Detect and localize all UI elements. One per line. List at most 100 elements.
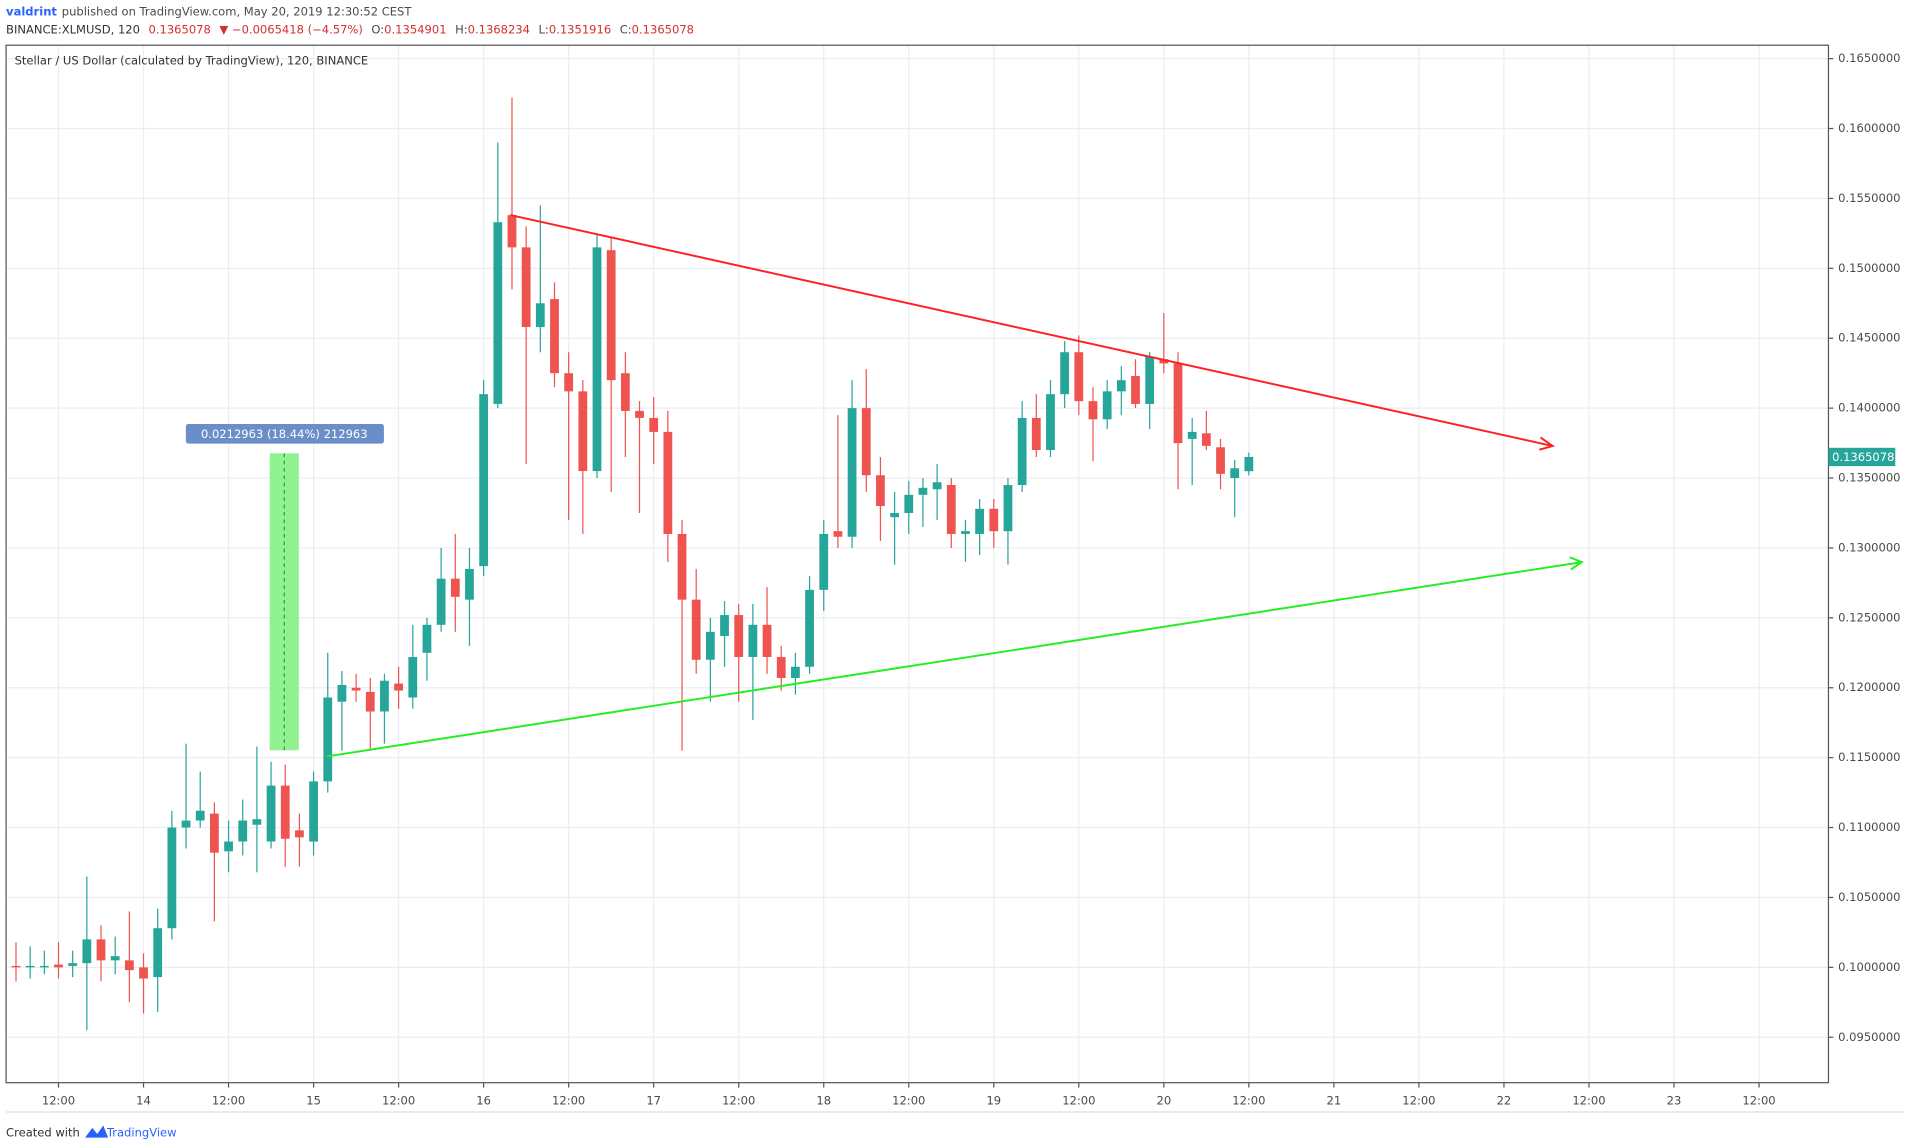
candle-body: [39, 965, 49, 968]
footer-created: Created with: [6, 1125, 80, 1139]
resistance-line: [510, 214, 1553, 447]
published: published on TradingView.com, May 20, 20…: [62, 5, 413, 19]
y-tick-label: 0.1400000: [1838, 401, 1900, 415]
candle-body: [791, 666, 800, 678]
grid: [6, 45, 1829, 1083]
candle-body: [705, 631, 715, 660]
candle-body: [167, 827, 177, 929]
candle-body: [195, 810, 205, 821]
candle-body: [805, 589, 814, 667]
candle-body: [295, 830, 304, 838]
candle-body: [68, 963, 78, 966]
candle-body: [649, 417, 659, 432]
x-tick-label: 15: [306, 1093, 321, 1107]
plot-frame: [5, 44, 1830, 1084]
candle-body: [890, 512, 899, 518]
candle-body: [493, 222, 503, 404]
candle-body: [876, 475, 885, 506]
x-tick-label: 21: [1327, 1093, 1342, 1107]
candle-body: [748, 624, 758, 657]
x-tick-label: 12:00: [1572, 1093, 1605, 1107]
candle-body: [153, 928, 163, 978]
ohlc-l: 0.1351916: [549, 22, 611, 36]
x-tick-label: 12:00: [1402, 1093, 1435, 1107]
y-tick-label: 0.1250000: [1838, 610, 1900, 624]
candle-body: [436, 578, 446, 625]
y-tick-label: 0.1200000: [1838, 680, 1900, 694]
candle-body: [1003, 485, 1013, 532]
candle-body: [323, 697, 333, 782]
candle-body: [1017, 417, 1027, 486]
candle-body: [365, 691, 375, 712]
ohlc-c: 0.1365078: [632, 22, 694, 36]
candle-body: [734, 615, 744, 657]
last-price-box: [1828, 447, 1896, 467]
ohlc-h: 0.1368234: [468, 22, 530, 36]
candle-body: [663, 431, 673, 534]
y-tick-label: 0.1650000: [1838, 51, 1900, 65]
candle-body: [819, 533, 829, 590]
candle-body: [989, 508, 999, 532]
x-tick-label: 23: [1667, 1093, 1682, 1107]
resistance-arrow: [1539, 436, 1555, 451]
candle-body: [1031, 417, 1041, 451]
candle-body: [110, 956, 120, 961]
candle-body: [25, 965, 35, 968]
x-tick-label: 12:00: [1742, 1093, 1775, 1107]
x-tick-label: 19: [986, 1093, 1001, 1107]
x-tick-label: 17: [646, 1093, 661, 1107]
candle-body: [1216, 447, 1225, 474]
candle-body: [847, 408, 857, 537]
y-tick-label: 0.1550000: [1838, 191, 1900, 205]
x-tick-label: 12:00: [892, 1093, 925, 1107]
candles: [11, 97, 1254, 1031]
ohlc-h-label: H:: [455, 22, 468, 36]
x-tick-label: 22: [1497, 1093, 1512, 1107]
candle-body: [592, 247, 602, 472]
y-tick-label: 0.1600000: [1838, 121, 1900, 135]
candle-body: [1187, 431, 1197, 439]
candle-body: [380, 680, 389, 712]
y-tick-label: 0.1100000: [1838, 820, 1900, 834]
candle-body: [564, 373, 574, 392]
x-tick-label: 12:00: [1062, 1093, 1095, 1107]
candle-body: [776, 656, 786, 678]
x-tick-label: 12:00: [552, 1093, 585, 1107]
change: ▼ −0.0065418 (−4.57%): [219, 22, 362, 36]
candle-body: [11, 965, 21, 968]
candle-body: [96, 939, 106, 961]
candle-body: [465, 568, 474, 600]
y-tick-label: 0.1300000: [1838, 540, 1900, 554]
y-tick-label: 0.0950000: [1838, 1030, 1900, 1044]
candle-body: [1159, 359, 1169, 364]
candle-body: [238, 820, 248, 842]
x-tick-label: 12:00: [382, 1093, 415, 1107]
support-arrow: [1569, 556, 1584, 571]
candle-body: [904, 494, 914, 513]
candle-body: [1201, 433, 1211, 446]
candle-body: [394, 683, 404, 691]
x-tick-label: 12:00: [722, 1093, 755, 1107]
candle-body: [1145, 356, 1155, 404]
candle-body: [1074, 352, 1084, 402]
ohlc-o-label: O:: [371, 22, 384, 36]
candle-body: [550, 299, 559, 374]
candle-body: [209, 813, 219, 853]
x-tick-label: 20: [1157, 1093, 1172, 1107]
ohlc-o: 0.1354901: [384, 22, 446, 36]
candle-body: [224, 841, 233, 852]
candle-body: [1244, 456, 1254, 472]
last-price-label: 0.1365078: [1832, 450, 1894, 464]
candle-body: [1173, 363, 1183, 444]
candle-body: [521, 247, 531, 328]
ohlc-c-label: C:: [620, 22, 632, 36]
candle-body: [1116, 380, 1126, 392]
x-tick-label: 14: [136, 1093, 151, 1107]
x-tick-label: 12:00: [1232, 1093, 1265, 1107]
candle-body: [635, 410, 644, 418]
candle-body: [535, 303, 545, 328]
author: valdrint: [6, 5, 57, 19]
x-tick-label: 12:00: [42, 1093, 75, 1107]
candle-body: [266, 785, 276, 842]
